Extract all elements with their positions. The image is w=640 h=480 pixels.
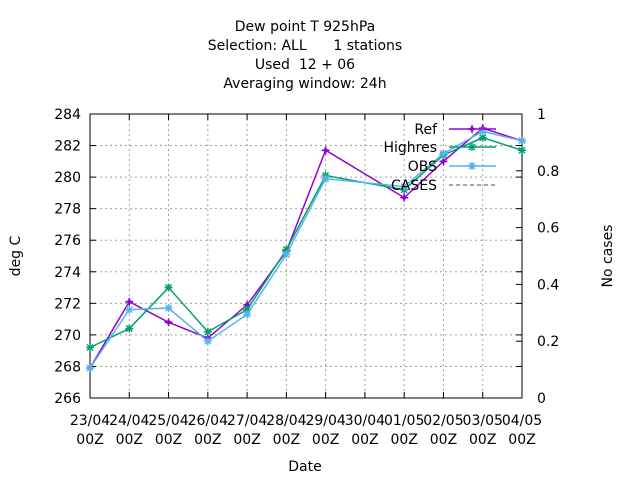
point-obs [125,305,134,314]
gridlines [90,114,522,398]
point-ref [125,297,134,306]
title-line-3: Used 12 + 06 [254,57,356,73]
point-highres [518,146,526,155]
y2-tick-label: 1 [537,107,546,123]
y-tick-label: 278 [54,202,81,218]
point-obs [439,149,448,158]
series-line-ref [89,127,523,369]
x-tick-label: 29/04 00Z [305,413,345,448]
point-obs [203,337,212,346]
plot-frame [89,113,523,399]
x-tick-label: 03/05 00Z [463,413,503,448]
y-tick-label: 276 [54,233,81,249]
y-tick-label: 274 [54,265,81,281]
point-obs [164,304,173,313]
point-ref [439,157,448,166]
point-obs [518,136,526,145]
point-highres [125,324,134,333]
legend-marker-obs [468,162,476,170]
x-tick-label: 28/04 00Z [266,413,306,448]
y2-tick-label: 0.8 [537,164,559,180]
y-tick-label: 268 [54,359,81,375]
point-ref [164,318,173,327]
title-line-1: Dew point T 925hPa [234,19,376,35]
legend-label-obs: OBS [408,159,437,175]
x-tick-label: 24/04 00Z [109,413,149,448]
legend-marker-ref [468,125,476,133]
point-obs [86,364,94,373]
x-tick-label: 02/05 00Z [423,413,463,448]
point-obs [321,174,330,183]
legend-label-ref: Ref [414,122,438,138]
y2-tick-label: 0.6 [537,221,559,237]
x-tick-label: 26/04 00Z [188,413,228,448]
x-axis-label: Date [288,459,321,475]
point-obs [400,182,409,191]
legend-label-cases: CASES [391,178,437,194]
y-tick-label: 272 [54,296,81,312]
y-tick-label: 270 [54,328,81,344]
point-obs [243,310,252,319]
series-line-highres [89,136,523,349]
y2-axis-label: No cases [600,225,616,288]
title-line-4: Averaging window: 24h [223,76,387,92]
y-axis-label: deg C [8,235,24,276]
title-line-2: Selection: ALL 1 stations [207,38,403,54]
legend-marker-highres [468,143,476,151]
point-ref [321,146,330,155]
x-tick-label: 01/05 00Z [384,413,424,448]
y-tick-label: 280 [54,170,81,186]
y2-tick-label: 0 [537,391,546,407]
point-highres [164,283,173,292]
point-obs [282,250,291,259]
point-highres [203,327,212,336]
y-tick-label: 266 [54,391,81,407]
y-tick-label: 282 [54,139,81,155]
x-tick-label: 23/04 00Z [70,413,110,448]
y2-tick-label: 0.4 [537,277,559,293]
x-tick-label: 30/04 00Z [345,413,385,448]
x-tick-label: 25/04 00Z [148,413,188,448]
x-tick-label: 27/04 00Z [227,413,267,448]
legend-label-highres: Highres [383,140,437,156]
y2-tick-label: 0.2 [537,334,559,350]
y-tick-label: 284 [54,107,81,123]
x-tick-label: 04/05 00Z [502,413,542,448]
point-highres [86,343,94,352]
series-line-obs [89,130,523,369]
point-ref [400,193,409,202]
